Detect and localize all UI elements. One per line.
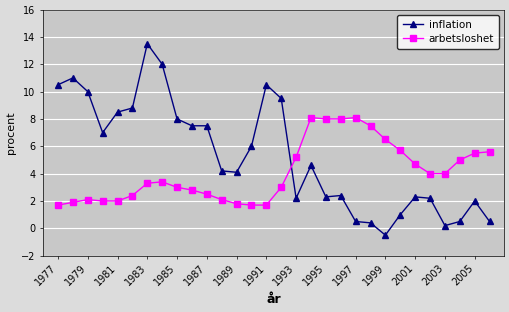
arbetsloshet: [426, 172, 432, 176]
arbetsloshet: [55, 203, 61, 207]
inflation: [307, 163, 314, 167]
arbetsloshet: [441, 172, 447, 176]
inflation: [144, 42, 150, 46]
inflation: [204, 124, 210, 128]
inflation: [55, 83, 61, 87]
arbetsloshet: [218, 198, 224, 202]
arbetsloshet: [114, 199, 120, 203]
arbetsloshet: [366, 124, 373, 128]
inflation: [263, 83, 269, 87]
inflation: [441, 224, 447, 227]
arbetsloshet: [322, 117, 328, 121]
inflation: [233, 170, 239, 174]
arbetsloshet: [99, 199, 105, 203]
inflation: [114, 110, 120, 114]
inflation: [366, 221, 373, 225]
inflation: [382, 233, 388, 237]
arbetsloshet: [263, 203, 269, 207]
inflation: [426, 196, 432, 200]
arbetsloshet: [352, 116, 358, 119]
X-axis label: år: år: [266, 294, 280, 306]
inflation: [159, 62, 165, 66]
arbetsloshet: [471, 151, 477, 155]
inflation: [397, 213, 403, 217]
inflation: [471, 199, 477, 203]
arbetsloshet: [174, 185, 180, 189]
inflation: [174, 117, 180, 121]
inflation: [248, 144, 254, 148]
arbetsloshet: [456, 158, 462, 162]
arbetsloshet: [337, 117, 343, 121]
Y-axis label: procent: procent: [6, 111, 16, 154]
inflation: [188, 124, 194, 128]
arbetsloshet: [70, 201, 76, 204]
arbetsloshet: [248, 203, 254, 207]
Line: inflation: inflation: [55, 41, 491, 238]
arbetsloshet: [307, 116, 314, 119]
inflation: [277, 96, 284, 100]
inflation: [322, 195, 328, 199]
arbetsloshet: [486, 150, 492, 154]
arbetsloshet: [144, 181, 150, 185]
arbetsloshet: [188, 188, 194, 192]
arbetsloshet: [129, 194, 135, 197]
arbetsloshet: [397, 149, 403, 152]
arbetsloshet: [277, 185, 284, 189]
arbetsloshet: [233, 202, 239, 206]
arbetsloshet: [293, 155, 299, 159]
arbetsloshet: [204, 192, 210, 196]
inflation: [129, 106, 135, 110]
inflation: [411, 195, 417, 199]
Line: arbetsloshet: arbetsloshet: [55, 115, 491, 208]
inflation: [456, 220, 462, 223]
inflation: [293, 196, 299, 200]
inflation: [337, 194, 343, 197]
inflation: [486, 220, 492, 223]
inflation: [84, 90, 91, 94]
arbetsloshet: [84, 198, 91, 202]
inflation: [99, 131, 105, 134]
inflation: [352, 220, 358, 223]
arbetsloshet: [382, 138, 388, 141]
inflation: [70, 76, 76, 80]
inflation: [218, 169, 224, 173]
arbetsloshet: [159, 180, 165, 184]
arbetsloshet: [411, 162, 417, 166]
Legend: inflation, arbetsloshet: inflation, arbetsloshet: [397, 15, 498, 49]
